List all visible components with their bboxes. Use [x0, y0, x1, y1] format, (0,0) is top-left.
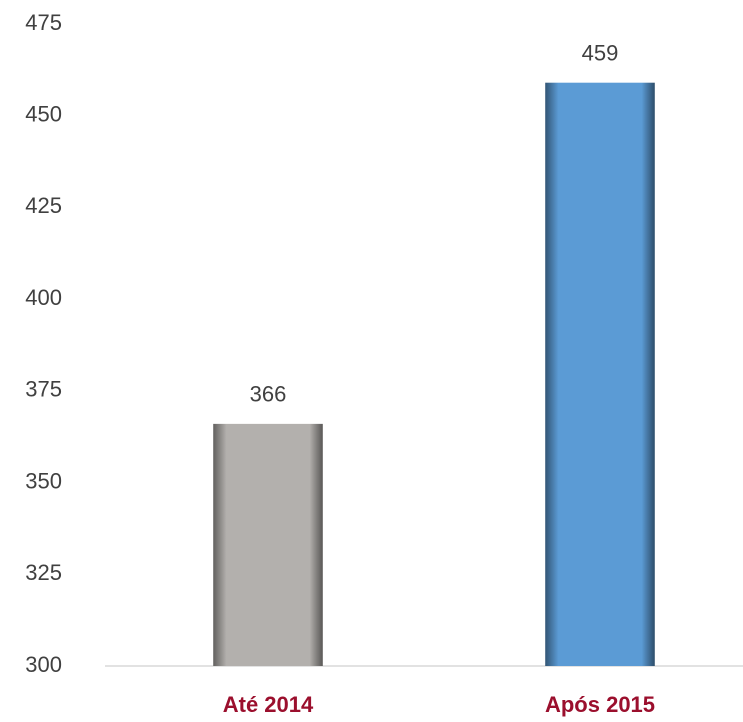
y-tick-label: 300 — [25, 652, 62, 677]
y-tick-label: 425 — [25, 193, 62, 218]
y-tick-label: 350 — [25, 468, 62, 493]
y-tick-label: 325 — [25, 560, 62, 585]
y-tick-label: 375 — [25, 377, 62, 402]
value-label: 459 — [582, 41, 619, 66]
bar — [545, 82, 655, 666]
value-label: 366 — [250, 382, 287, 407]
bar — [213, 423, 323, 666]
y-tick-label: 400 — [25, 285, 62, 310]
y-tick-label: 475 — [25, 10, 62, 35]
x-tick-label: Até 2014 — [223, 692, 314, 717]
x-tick-label: Após 2015 — [545, 692, 655, 717]
y-tick-label: 450 — [25, 102, 62, 127]
